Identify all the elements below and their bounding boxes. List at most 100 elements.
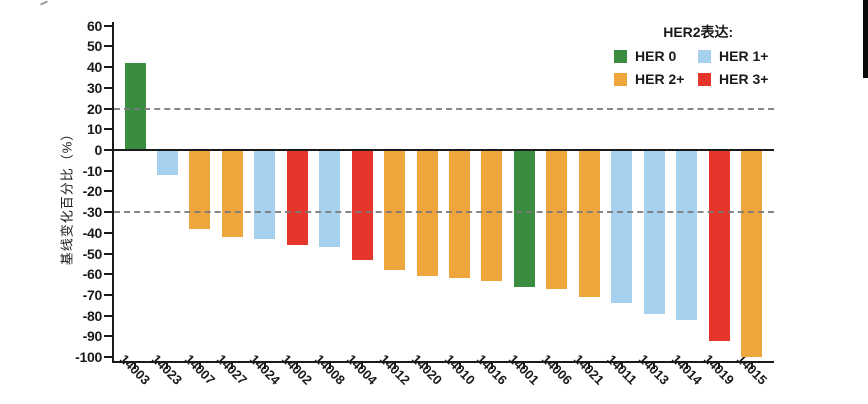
bar-14012: [384, 150, 406, 271]
y-tick-label: -10: [82, 162, 103, 179]
y-tick-label: 10: [87, 121, 102, 138]
bar-14002: [286, 150, 308, 246]
x-tick: [361, 363, 364, 369]
x-tick-label: 14016: [473, 351, 511, 388]
x-tick-label: 14008: [311, 351, 348, 388]
x-axis-spine: [112, 361, 774, 363]
x-tick-label: 14007: [181, 351, 218, 388]
x-tick: [523, 363, 526, 369]
x-tick-label: 14001: [506, 351, 543, 388]
legend-swatch-her0-icon: [614, 49, 627, 63]
x-tick: [458, 363, 461, 369]
bar-14010: [449, 150, 470, 279]
legend-item-her2plus: HER 2+: [614, 71, 696, 87]
y-tick-label: -80: [82, 307, 103, 324]
y-tick: [104, 211, 112, 214]
x-tick: [718, 363, 721, 369]
x-tick: [263, 363, 266, 369]
y-tick-label: 40: [87, 59, 102, 76]
y-tick: [104, 190, 112, 193]
x-tick: [588, 363, 591, 369]
y-tick: [104, 107, 112, 110]
x-tick-label: 14019: [701, 351, 738, 388]
legend-swatch-her1plus-icon: [698, 49, 711, 63]
y-tick-label: -50: [82, 245, 103, 262]
y-tick-label: 60: [87, 17, 102, 34]
x-tick: [166, 363, 169, 369]
x-tick: [393, 363, 396, 369]
y-tick-label: -30: [82, 204, 103, 221]
bar-14014: [676, 150, 698, 320]
y-tick-label: 20: [87, 100, 102, 117]
bar-14011: [611, 150, 633, 304]
x-tick: [750, 363, 753, 369]
legend-item-label: HER 3+: [719, 71, 769, 87]
reference-line--30: [114, 211, 774, 214]
y-tick-label: -70: [82, 287, 103, 304]
x-tick-label: 14002: [279, 351, 316, 388]
y-tick: [104, 356, 112, 359]
y-tick: [104, 335, 112, 338]
x-tick-label: 14011: [603, 351, 640, 388]
x-tick: [620, 363, 623, 369]
y-tick: [104, 294, 112, 297]
x-tick: [296, 363, 299, 369]
y-tick: [104, 314, 112, 317]
x-tick: [198, 363, 201, 369]
x-tick: [653, 363, 656, 369]
bar-14015: [741, 150, 763, 358]
bar-14013: [643, 150, 665, 314]
y-tick: [104, 45, 112, 48]
legend-item-label: HER 2+: [635, 71, 685, 87]
x-tick-label: 14014: [668, 351, 705, 388]
x-tick-label: 14024: [246, 351, 283, 388]
bar-14027: [221, 150, 243, 238]
y-tick: [104, 252, 112, 255]
y-tick-label: -20: [82, 183, 103, 200]
bar-14003: [124, 62, 146, 150]
bar-14024: [254, 150, 276, 240]
y-tick: [104, 24, 112, 27]
y-tick: [104, 169, 112, 172]
x-tick-label: 14021: [571, 351, 608, 388]
x-tick: [555, 363, 558, 369]
x-tick: [685, 363, 688, 369]
y-tick: [104, 66, 112, 69]
y-tick: [104, 128, 112, 131]
x-tick-label: 14004: [344, 351, 381, 388]
y-axis-spine: [112, 22, 114, 363]
x-tick: [426, 363, 429, 369]
zero-line: [114, 149, 774, 151]
x-tick-label: 14020: [408, 351, 446, 388]
y-tick-label: 50: [87, 38, 102, 55]
screenshot-edge-strip: [863, 0, 868, 78]
x-tick-label: 14003: [116, 351, 154, 388]
legend-item-her1plus: HER 1+: [698, 48, 768, 64]
bar-14007: [189, 150, 211, 229]
stray-mark: [39, 0, 49, 6]
bar-14008: [319, 150, 341, 248]
bar-14001: [513, 150, 535, 287]
x-tick: [328, 363, 331, 369]
y-tick-label: -60: [82, 266, 103, 283]
bar-14006: [546, 150, 568, 289]
bar-14019: [708, 150, 730, 341]
x-tick-label: 14012: [376, 351, 413, 388]
legend-item-label: HER 1+: [719, 48, 769, 64]
bar-14023: [156, 150, 178, 175]
bar-14016: [481, 150, 503, 281]
legend-item-label: HER 0: [635, 48, 677, 64]
bar-14020: [416, 150, 438, 277]
legend: HER2表达: HER 0 HER 1+ HER 2+ HER 3+: [614, 22, 768, 87]
y-tick-label: 30: [87, 79, 102, 96]
y-tick: [104, 86, 112, 89]
x-tick: [134, 363, 136, 369]
bar-14004: [351, 150, 373, 260]
legend-item-her3plus: HER 3+: [698, 71, 768, 87]
reference-line-20: [114, 107, 774, 110]
legend-items: HER 0 HER 1+ HER 2+ HER 3+: [614, 48, 768, 87]
legend-item-her0: HER 0: [614, 48, 696, 64]
x-tick: [231, 363, 234, 369]
x-tick-label: 14023: [149, 351, 186, 388]
